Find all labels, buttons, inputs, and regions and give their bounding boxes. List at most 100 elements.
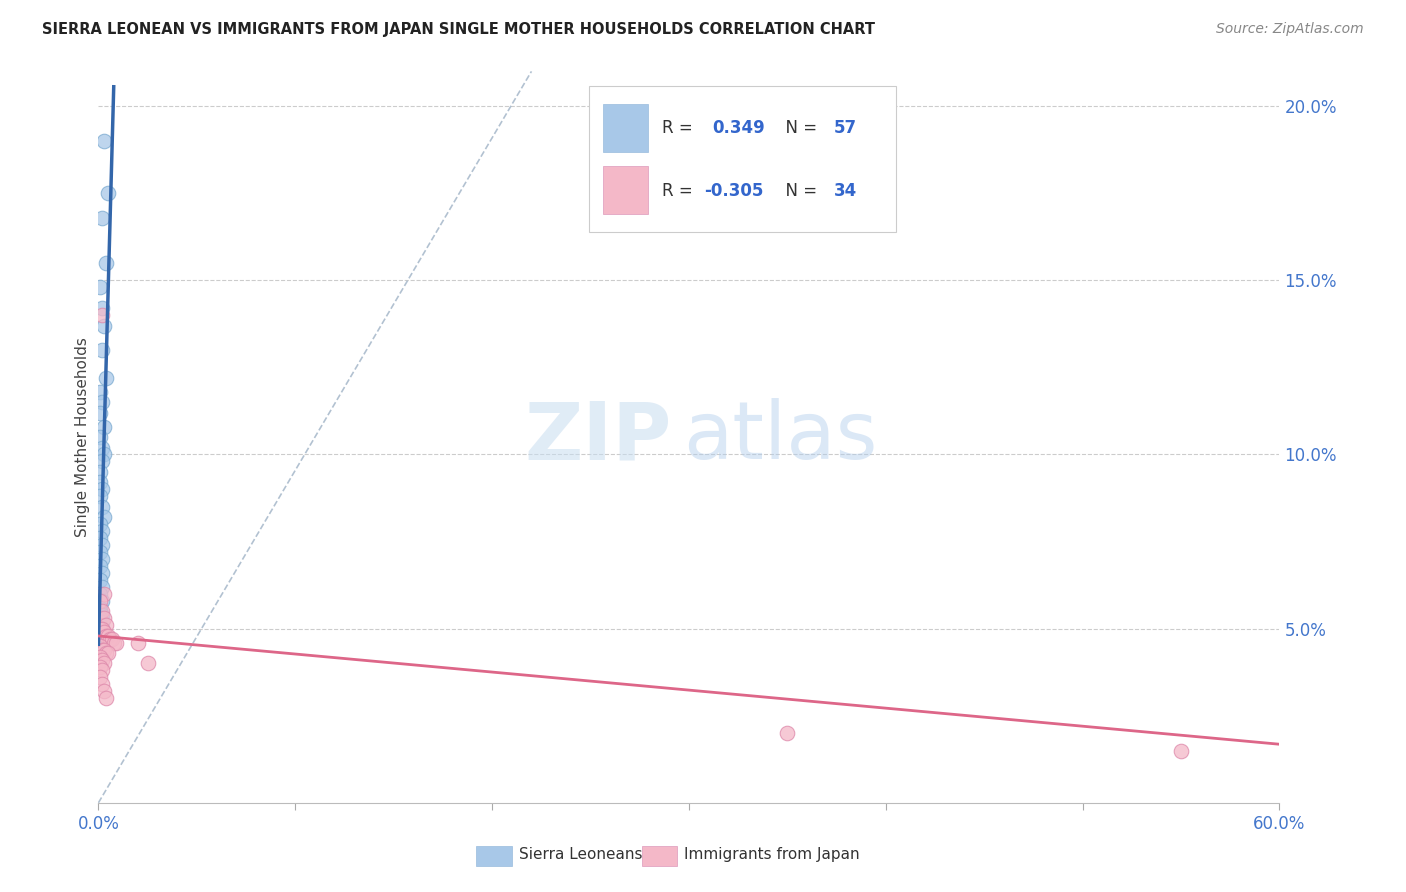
- Text: 0.349: 0.349: [713, 119, 765, 136]
- Point: [91, 580, 114, 594]
- Point: [91, 664, 114, 678]
- Point: [91, 653, 114, 667]
- Point: [89, 635, 111, 649]
- Point: [93, 684, 115, 698]
- Point: [97, 646, 120, 660]
- Point: [91, 441, 114, 455]
- Point: [89, 660, 111, 674]
- Point: [96, 256, 118, 270]
- Point: [93, 419, 115, 434]
- Point: [91, 677, 114, 691]
- Point: [97, 629, 120, 643]
- Point: [91, 622, 114, 636]
- Point: [89, 604, 111, 618]
- Point: [91, 625, 114, 640]
- Point: [91, 615, 114, 629]
- Point: [89, 649, 111, 664]
- Point: [89, 517, 111, 532]
- Text: 34: 34: [834, 182, 858, 200]
- Point: [91, 211, 114, 225]
- Point: [96, 371, 118, 385]
- Point: [93, 629, 115, 643]
- FancyBboxPatch shape: [603, 167, 648, 214]
- Point: [91, 524, 114, 538]
- Point: [89, 600, 111, 615]
- Point: [89, 611, 111, 625]
- Point: [91, 635, 114, 649]
- Point: [91, 594, 114, 608]
- Text: Sierra Leoneans: Sierra Leoneans: [519, 847, 643, 863]
- FancyBboxPatch shape: [641, 846, 678, 866]
- Point: [105, 635, 128, 649]
- Point: [96, 618, 118, 632]
- Point: [89, 618, 111, 632]
- Point: [89, 622, 111, 636]
- Point: [91, 622, 114, 636]
- Point: [89, 475, 111, 490]
- Point: [91, 607, 114, 622]
- Point: [103, 635, 125, 649]
- Point: [93, 625, 115, 640]
- Point: [89, 632, 111, 646]
- Point: [89, 625, 111, 640]
- Point: [93, 657, 115, 671]
- FancyBboxPatch shape: [603, 104, 648, 152]
- Point: [89, 622, 111, 636]
- Text: N =: N =: [775, 182, 823, 200]
- Point: [93, 318, 115, 333]
- Point: [89, 573, 111, 587]
- Point: [96, 646, 118, 660]
- Point: [96, 691, 118, 706]
- Point: [89, 384, 111, 399]
- Point: [89, 531, 111, 545]
- Point: [91, 566, 114, 580]
- Point: [776, 726, 799, 740]
- Point: [91, 632, 114, 646]
- Point: [93, 611, 115, 625]
- Text: atlas: atlas: [683, 398, 877, 476]
- Point: [89, 280, 111, 294]
- Point: [89, 622, 111, 636]
- Point: [89, 489, 111, 503]
- Point: [1170, 743, 1192, 757]
- Text: 57: 57: [834, 119, 858, 136]
- Point: [89, 632, 111, 646]
- Point: [91, 483, 114, 497]
- Text: Source: ZipAtlas.com: Source: ZipAtlas.com: [1216, 22, 1364, 37]
- Point: [91, 454, 114, 468]
- Point: [89, 406, 111, 420]
- Point: [97, 186, 120, 201]
- Point: [91, 552, 114, 566]
- Text: R =: R =: [662, 182, 697, 200]
- Point: [93, 510, 115, 524]
- Y-axis label: Single Mother Households: Single Mother Households: [75, 337, 90, 537]
- Point: [93, 642, 115, 657]
- Point: [89, 629, 111, 643]
- Point: [127, 635, 149, 649]
- Point: [101, 632, 124, 646]
- Point: [91, 642, 114, 657]
- Text: N =: N =: [775, 119, 823, 136]
- Text: ZIP: ZIP: [524, 398, 671, 476]
- Point: [93, 587, 115, 601]
- Point: [89, 587, 111, 601]
- Point: [93, 448, 115, 462]
- Point: [93, 134, 115, 148]
- Point: [89, 639, 111, 653]
- Point: [89, 594, 111, 608]
- Point: [91, 604, 114, 618]
- Point: [91, 308, 114, 322]
- Point: [136, 657, 159, 671]
- Point: [96, 629, 118, 643]
- FancyBboxPatch shape: [589, 86, 896, 232]
- Text: -0.305: -0.305: [704, 182, 763, 200]
- Point: [89, 558, 111, 573]
- Point: [91, 500, 114, 514]
- Text: Immigrants from Japan: Immigrants from Japan: [685, 847, 860, 863]
- Point: [91, 343, 114, 357]
- Point: [89, 465, 111, 479]
- Point: [91, 301, 114, 316]
- Point: [89, 545, 111, 559]
- Text: R =: R =: [662, 119, 703, 136]
- Point: [91, 395, 114, 409]
